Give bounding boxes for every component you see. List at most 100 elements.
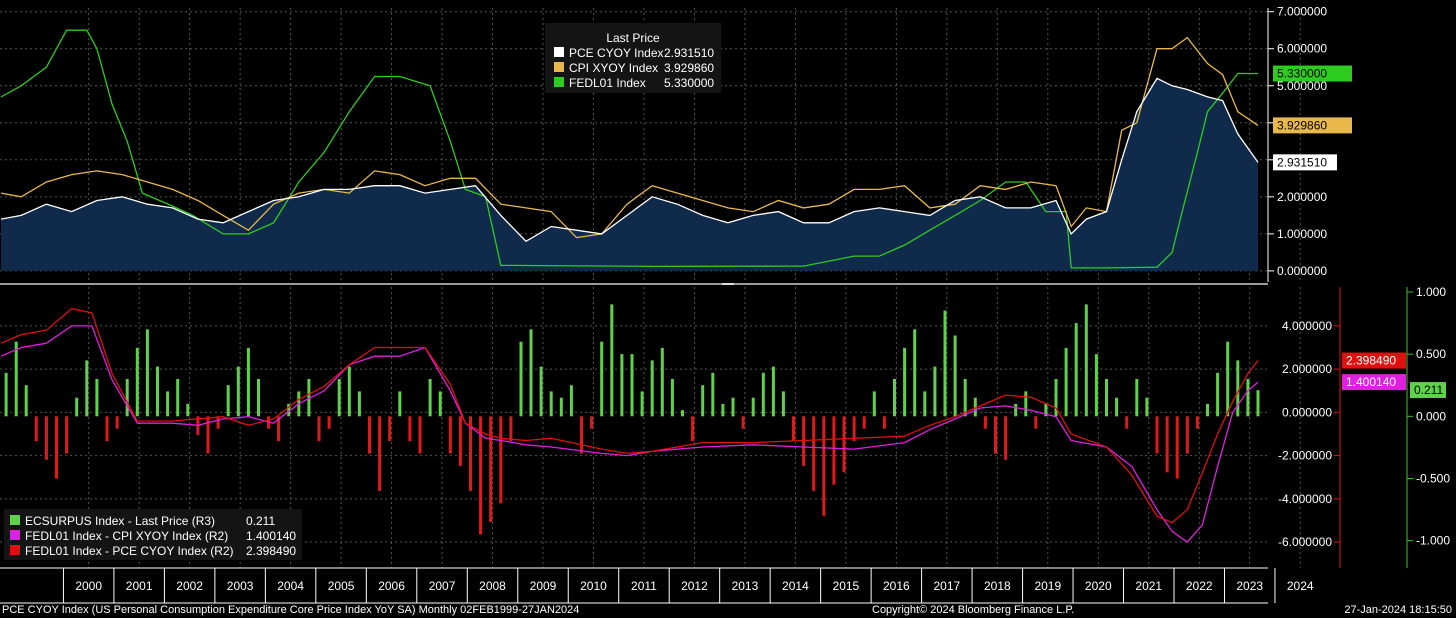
surprise-bar <box>630 354 634 417</box>
surprise-bar <box>34 416 38 442</box>
surprise-bar <box>24 385 28 417</box>
x-axis-year-label: 2016 <box>883 579 910 593</box>
flag-pce: 2.931510 <box>1273 154 1337 171</box>
x-axis-year-label: 2021 <box>1135 579 1162 593</box>
surprise-bar <box>1044 403 1048 417</box>
surprise-bar <box>539 366 543 417</box>
surprise-bar <box>44 416 48 460</box>
surprise-bar <box>822 416 826 516</box>
legend-spread-pce-value: 2.398490 <box>246 544 296 558</box>
surprise-bar <box>166 391 170 417</box>
bottom-legend: ECSURPUS Index - Last Price (R3) 0.211 F… <box>4 509 302 560</box>
surprise-bar <box>1236 360 1240 417</box>
surprise-bar <box>105 416 109 442</box>
x-axis-year-label: 2020 <box>1085 579 1112 593</box>
surprise-bar <box>1074 323 1078 417</box>
surprise-bar <box>428 379 432 417</box>
x-axis-year-label: 2005 <box>328 579 355 593</box>
surprise-bar <box>792 416 795 442</box>
surprise-bar <box>933 366 937 417</box>
fed-funds-line <box>0 29 1258 269</box>
x-axis-year-label: 2018 <box>984 579 1011 593</box>
surprise-bar <box>600 341 604 417</box>
x-axis-year-label: 2001 <box>126 579 153 593</box>
surprise-bar <box>1034 416 1038 429</box>
pce-line <box>0 77 1259 243</box>
flag-spread-pce-text: 2.398490 <box>1346 354 1396 368</box>
surprise-bar <box>852 416 856 442</box>
surprise-bar <box>1256 390 1260 417</box>
x-axis-year-label: 2015 <box>833 579 860 593</box>
flag-spread-cpi: 1.400140 <box>1342 374 1406 391</box>
surprise-bar <box>135 347 139 417</box>
surprise-bar <box>236 366 240 417</box>
surprise-bar <box>832 416 836 485</box>
surprise-bar <box>499 416 503 504</box>
surprise-bar <box>357 391 361 417</box>
surprise-bar <box>701 385 705 417</box>
surprise-bar <box>761 372 765 417</box>
surprise-bar <box>691 416 695 442</box>
surprise-bar <box>721 403 725 417</box>
surprise-bar <box>1135 379 1139 417</box>
surprise-bar <box>1155 416 1159 454</box>
surprise-bar <box>973 397 977 417</box>
r3-axis-tick-label: -1.000 <box>1416 534 1450 548</box>
legend-pce-value: 2.931510 <box>664 46 714 60</box>
surprise-bar <box>913 329 917 417</box>
surprise-bar <box>1084 304 1088 417</box>
r2-axis-tick-label: 2.000000 <box>1282 362 1332 376</box>
surprise-bar <box>1064 347 1068 417</box>
surprise-bar <box>85 360 89 417</box>
r3-axis-tick-label: 0.000 <box>1416 409 1446 423</box>
surprise-bar <box>418 416 422 454</box>
top-legend: Last Price PCE CYOY Index 2.931510 CPI X… <box>545 23 721 93</box>
surprise-bar <box>1226 341 1230 417</box>
top-axis-tick-label: 0.000000 <box>1277 264 1327 278</box>
x-axis-year-label: 2007 <box>429 579 456 593</box>
surprise-bar <box>1195 416 1199 429</box>
flag-surprise-box <box>1410 382 1446 399</box>
flag-fed: 5.330000 <box>1273 65 1352 82</box>
legend-spread-cpi-name: FEDL01 Index - CPI XYOY Index (R2) <box>25 529 228 543</box>
flag-fed-text: 5.330000 <box>1277 67 1327 81</box>
surprise-bar <box>277 416 281 442</box>
surprise-bar <box>55 416 58 479</box>
surprise-bar <box>660 347 664 417</box>
spread-cpi-line <box>0 325 1259 543</box>
surprise-bar <box>1145 397 1149 417</box>
surprise-bar <box>812 416 816 491</box>
r2-axis-tick-label: 4.000000 <box>1282 319 1332 333</box>
x-axis-year-label: 2010 <box>580 579 607 593</box>
surprise-bar <box>519 341 523 417</box>
surprise-bar <box>307 379 311 417</box>
surprise-bar <box>893 379 896 417</box>
top-axis-tick-label: 5.000000 <box>1277 79 1327 93</box>
surprise-bar <box>226 385 230 417</box>
x-axis-year-label: 2003 <box>227 579 254 593</box>
x-axis-year-label: 2024 <box>1287 579 1314 593</box>
surprise-bar <box>1105 379 1108 417</box>
surprise-bar <box>1216 372 1220 417</box>
surprise-bar <box>529 329 533 417</box>
surprise-bar <box>549 391 553 417</box>
legend-spread-pce-name: FEDL01 Index - PCE CYOY Index (R2) <box>25 544 234 558</box>
flag-spread-pce: 2.398490 <box>1342 352 1406 369</box>
surprise-bar <box>176 379 180 417</box>
surprise-bar <box>731 397 735 417</box>
surprise-bar <box>337 379 341 417</box>
surprise-bar <box>781 391 785 417</box>
flag-cpi: 3.929860 <box>1273 117 1352 134</box>
flag-cpi-text: 3.929860 <box>1277 118 1327 132</box>
r2-axis-tick-label: 0.000000 <box>1282 405 1332 419</box>
surprise-bar <box>1206 403 1209 417</box>
surprise-bar <box>479 416 483 535</box>
last-price-flags: 5.330000 3.929860 2.931510 2.398490 1.400140… <box>1273 65 1446 399</box>
spread-pce-line <box>0 307 1259 524</box>
flag-spread-cpi-box <box>1342 374 1406 391</box>
surprise-bar <box>1115 397 1119 417</box>
flag-spread-cpi-text: 1.400140 <box>1346 375 1396 389</box>
surprise-bar <box>438 391 442 417</box>
surprise-bar <box>317 416 321 442</box>
surprise-bar <box>1054 379 1058 417</box>
